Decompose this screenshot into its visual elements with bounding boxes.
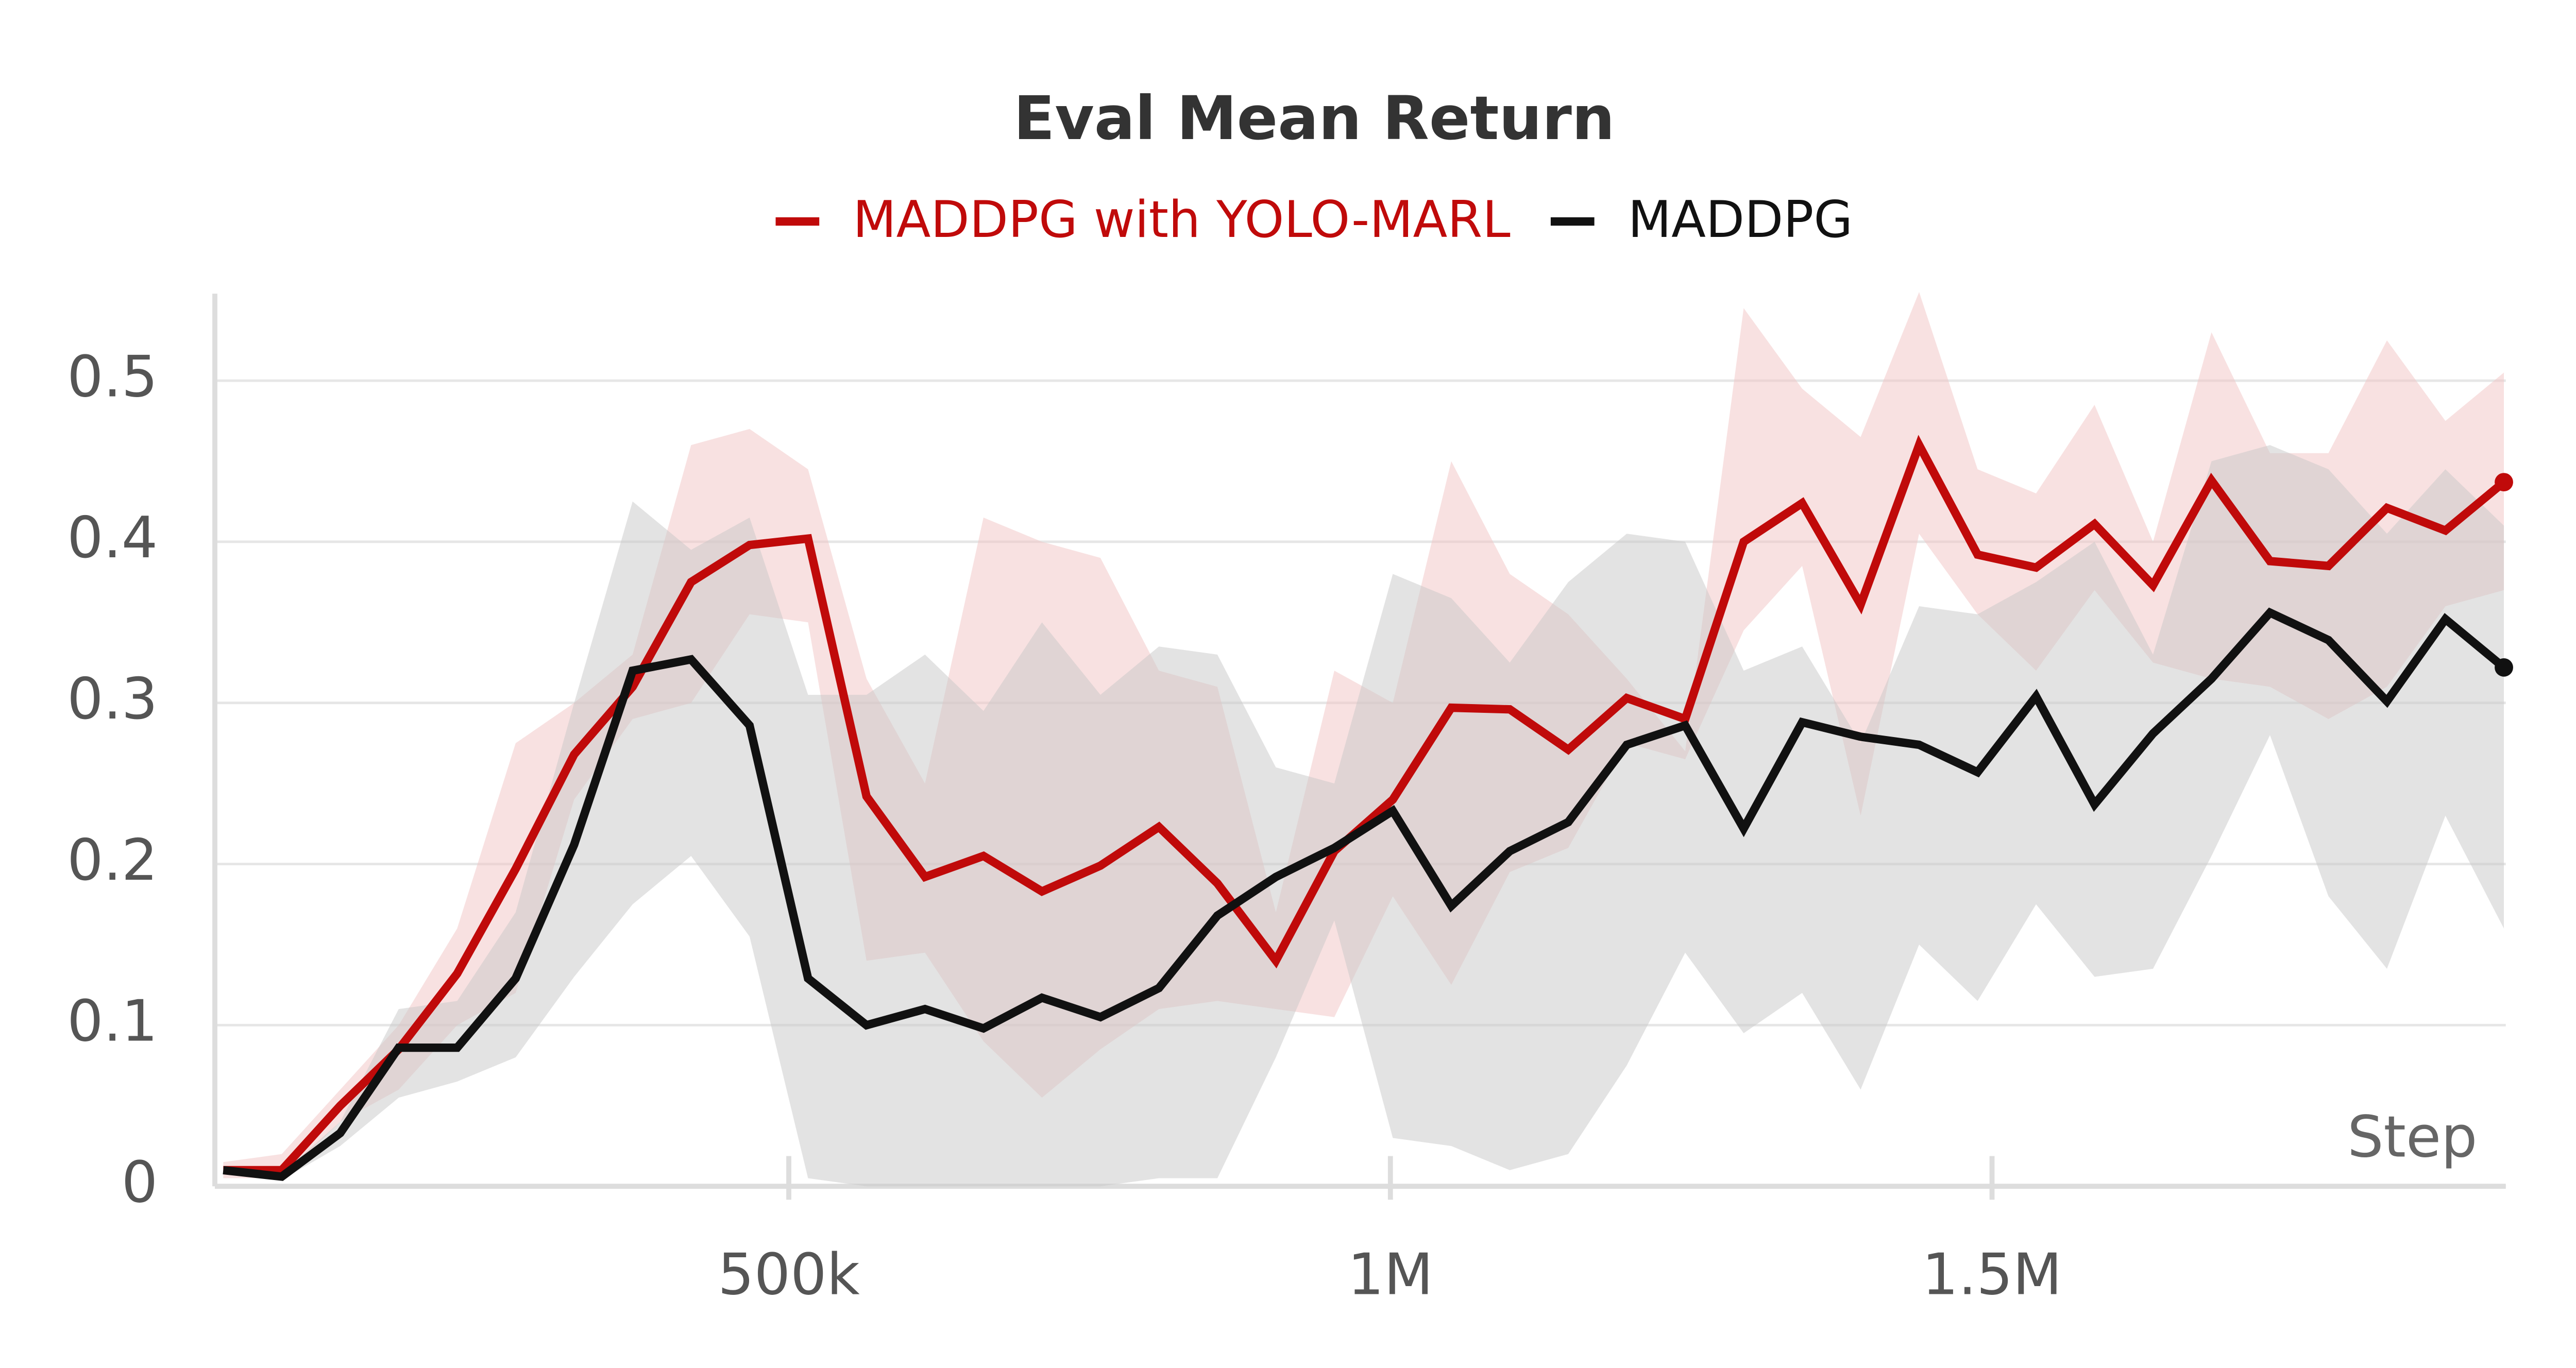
x-tick-label: 1.5M — [1922, 1242, 2062, 1308]
y-tick-label: 0.1 — [67, 988, 158, 1055]
y-tick-label: 0 — [122, 1149, 158, 1216]
y-tick-label: 0.2 — [67, 827, 158, 894]
y-tick-label: 0.5 — [67, 344, 158, 410]
y-tick-label: 0.3 — [67, 666, 158, 732]
x-tick-label: 500k — [718, 1242, 860, 1308]
end-point — [2495, 473, 2513, 492]
end-point — [2495, 658, 2513, 677]
x-axis-label: Step — [2347, 1104, 2477, 1170]
line — [223, 607, 2507, 1181]
chart-title: Eval Mean Return — [1013, 83, 1615, 153]
legend-label: MADDPG with YOLO-MARL — [853, 191, 1510, 249]
y-tick-label: 0.4 — [67, 505, 158, 571]
legend-label: MADDPG — [1628, 191, 1853, 249]
x-tick-label: 1M — [1348, 1242, 1433, 1308]
confidence-band — [223, 445, 2504, 1187]
